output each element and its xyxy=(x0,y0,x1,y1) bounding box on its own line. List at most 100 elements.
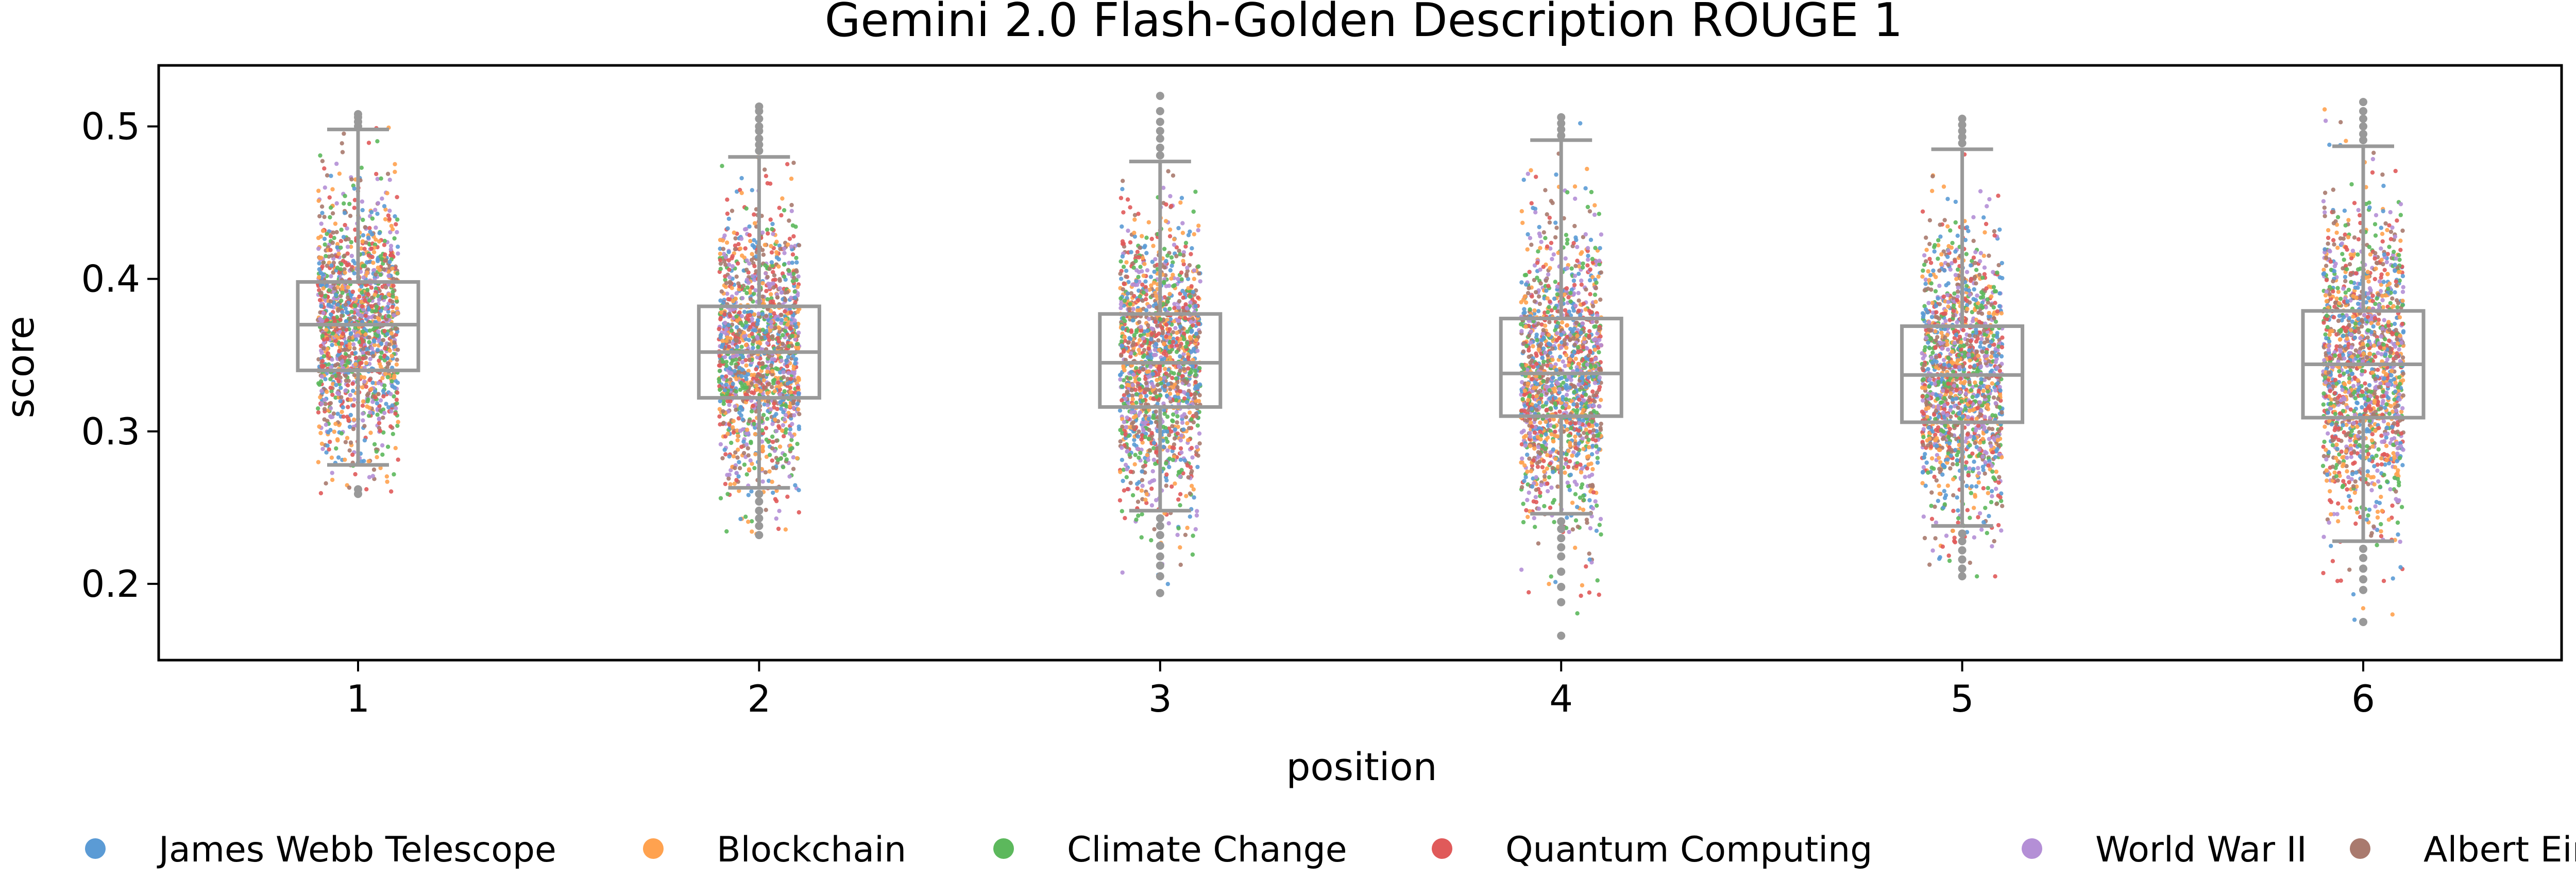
strip-point xyxy=(756,312,761,316)
strip-point xyxy=(734,377,739,382)
strip-point xyxy=(389,331,394,336)
strip-point xyxy=(1176,526,1181,531)
strip-point xyxy=(1119,277,1124,281)
strip-point xyxy=(334,161,339,166)
strip-point xyxy=(1168,194,1173,199)
strip-point xyxy=(734,291,739,296)
strip-point xyxy=(1133,258,1138,264)
strip-point xyxy=(739,176,744,181)
strip-point xyxy=(1572,223,1577,229)
strip-point xyxy=(769,250,774,255)
strip-point xyxy=(744,472,749,477)
strip-point xyxy=(316,275,321,280)
strip-point xyxy=(375,401,380,406)
strip-point xyxy=(1181,295,1185,300)
strip-point xyxy=(765,297,770,302)
strip-point xyxy=(791,234,796,239)
strip-point xyxy=(336,379,341,384)
strip-point xyxy=(752,244,757,249)
strip-point xyxy=(1151,478,1157,482)
strip-point xyxy=(742,334,747,339)
strip-point xyxy=(1170,424,1175,428)
strip-point xyxy=(369,246,374,251)
strip-point xyxy=(1183,240,1189,245)
strip-point xyxy=(1189,445,1194,451)
strip-point xyxy=(1193,372,1198,377)
strip-point xyxy=(363,314,368,318)
strip-point xyxy=(754,367,758,372)
strip-point xyxy=(736,474,741,479)
strip-point xyxy=(1548,461,1553,466)
strip-point xyxy=(752,212,756,217)
strip-point xyxy=(771,490,775,495)
strip-point xyxy=(736,281,741,286)
strip-point xyxy=(1120,239,1125,244)
strip-point xyxy=(1171,385,1176,390)
strip-point xyxy=(729,328,734,333)
strip-point xyxy=(350,382,355,386)
strip-point xyxy=(717,326,721,332)
strip-point xyxy=(1587,429,1592,434)
strip-point xyxy=(723,263,728,267)
strip-point xyxy=(734,325,739,330)
strip-point xyxy=(1167,335,1172,340)
strip-point xyxy=(779,358,784,363)
strip-point xyxy=(1130,493,1136,497)
strip-point xyxy=(717,369,722,373)
strip-point xyxy=(1167,227,1173,232)
strip-point xyxy=(1141,336,1145,341)
strip-point xyxy=(381,430,386,435)
strip-point xyxy=(389,409,394,413)
strip-point xyxy=(1181,258,1185,263)
strip-point xyxy=(331,331,335,336)
strip-point xyxy=(320,211,325,215)
strip-point xyxy=(371,250,377,254)
strip-point xyxy=(370,400,375,404)
strip-point xyxy=(395,390,400,395)
strip-point xyxy=(1129,388,1134,393)
strip-point xyxy=(366,397,370,402)
strip-point xyxy=(725,432,730,436)
strip-point xyxy=(395,271,400,276)
strip-point xyxy=(394,326,398,331)
x-tick-label: 6 xyxy=(2351,677,2375,720)
strip-point xyxy=(1122,282,1127,286)
strip-point xyxy=(366,235,371,240)
strip-point xyxy=(1195,349,1200,353)
strip-point xyxy=(1127,307,1131,312)
strip-point xyxy=(316,406,320,411)
strip-point xyxy=(321,310,326,316)
strip-point xyxy=(767,382,771,386)
strip-point xyxy=(340,341,344,346)
strip-point xyxy=(357,294,362,299)
strip-point xyxy=(1136,274,1141,280)
strip-point xyxy=(355,308,360,314)
strip-point xyxy=(383,285,388,290)
strip-point xyxy=(774,239,779,244)
strip-point xyxy=(322,166,327,171)
strip-point xyxy=(753,452,758,457)
strip-point xyxy=(725,197,730,202)
strip-point xyxy=(321,354,327,358)
strip-point xyxy=(338,399,343,404)
strip-point xyxy=(756,345,760,350)
strip-point xyxy=(773,325,777,330)
strip-point xyxy=(733,247,738,252)
strip-point xyxy=(1180,420,1185,425)
strip-point xyxy=(371,268,376,273)
strip-point xyxy=(749,439,753,444)
strip-point xyxy=(396,251,400,256)
strip-point xyxy=(322,417,327,422)
strip-point xyxy=(1146,323,1150,327)
strip-point xyxy=(1194,384,1198,389)
strip-point xyxy=(337,171,342,176)
strip-point xyxy=(1125,291,1130,296)
strip-point xyxy=(785,290,790,295)
strip-point xyxy=(777,384,782,389)
strip-point xyxy=(376,201,381,205)
strip-point xyxy=(1144,492,1149,497)
strip-point xyxy=(369,304,374,308)
strip-point xyxy=(731,358,735,363)
strip-point xyxy=(760,479,765,484)
strip-point xyxy=(1184,306,1190,310)
